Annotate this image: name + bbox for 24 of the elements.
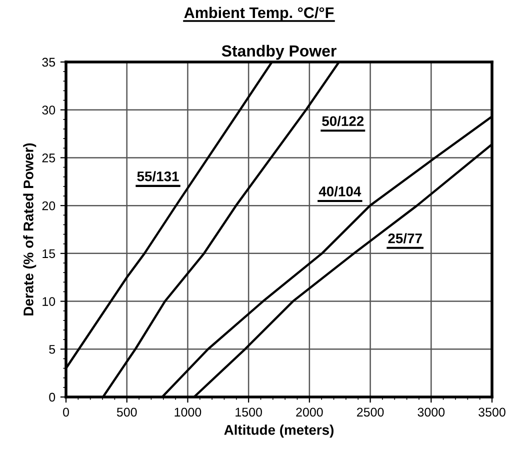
y-tick-label: 10 bbox=[42, 297, 56, 306]
y-tick-label: 35 bbox=[42, 58, 56, 67]
y-tick-label: 20 bbox=[42, 201, 56, 210]
series-label: 55/131 bbox=[137, 171, 179, 182]
x-tick-label: 3500 bbox=[478, 408, 506, 417]
x-tick-label: 1500 bbox=[236, 408, 262, 417]
y-tick-label: 25 bbox=[42, 154, 56, 162]
y-tick-label: 15 bbox=[42, 249, 56, 258]
y-tick-label: 0 bbox=[49, 392, 56, 402]
y-tick-label: 5 bbox=[49, 345, 56, 354]
x-tick-label: 2500 bbox=[357, 408, 384, 417]
series-label: 50/122 bbox=[322, 116, 364, 126]
y-axis-title: Derate (% of Rated Power) bbox=[23, 143, 36, 316]
x-tick-label: 2000 bbox=[296, 408, 323, 417]
series-label: 40/104 bbox=[318, 186, 362, 197]
x-axis-title: Altitude (meters) bbox=[224, 424, 334, 438]
series-label: 25/77 bbox=[388, 233, 422, 244]
x-tick-label: 1000 bbox=[174, 408, 202, 417]
y-tick-label: 30 bbox=[42, 106, 56, 115]
x-tick-label: 0 bbox=[63, 408, 69, 417]
chart-title: Ambient Temp. °C/°F bbox=[184, 6, 334, 22]
x-tick-label: 500 bbox=[116, 408, 137, 417]
chart-subtitle: Standby Power bbox=[222, 44, 336, 60]
x-tick-label: 3000 bbox=[418, 408, 445, 417]
